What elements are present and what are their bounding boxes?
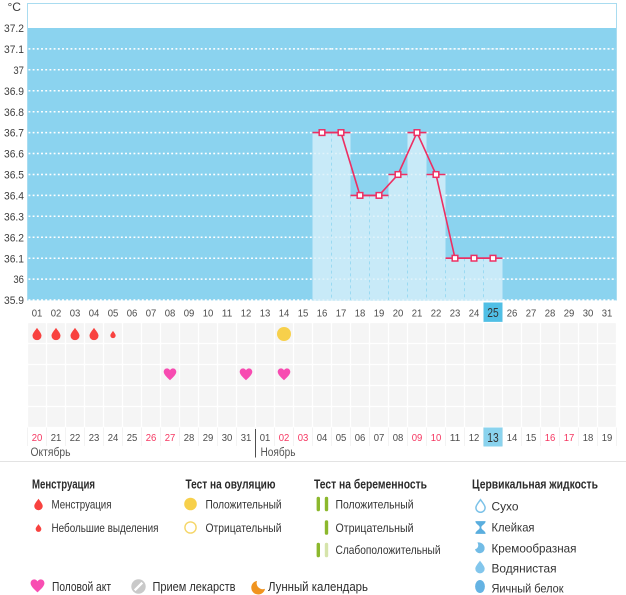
svg-text:23: 23 [450, 307, 461, 319]
svg-text:Клейкая: Клейкая [492, 521, 535, 535]
svg-text:31: 31 [602, 307, 613, 319]
svg-text:36.3: 36.3 [4, 211, 24, 223]
svg-text:03: 03 [70, 307, 81, 319]
svg-text:28: 28 [184, 432, 195, 444]
svg-text:30: 30 [583, 307, 594, 319]
svg-text:22: 22 [431, 307, 442, 319]
svg-text:19: 19 [374, 307, 385, 319]
svg-text:17: 17 [564, 432, 575, 444]
svg-text:36.8: 36.8 [4, 107, 24, 119]
svg-text:Прием лекарств: Прием лекарств [153, 580, 236, 594]
svg-text:09: 09 [184, 307, 195, 319]
svg-text:23: 23 [89, 432, 100, 444]
svg-text:15: 15 [526, 432, 537, 444]
svg-text:Лунный календарь: Лунный календарь [268, 580, 368, 594]
svg-text:07: 07 [146, 307, 157, 319]
svg-text:11: 11 [450, 432, 461, 444]
svg-text:Ноябрь: Ноябрь [261, 447, 296, 459]
svg-text:Отрицательный: Отрицательный [206, 521, 282, 535]
svg-text:24: 24 [108, 432, 119, 444]
svg-text:21: 21 [412, 307, 423, 319]
svg-text:26: 26 [146, 432, 157, 444]
svg-text:27: 27 [526, 307, 537, 319]
svg-text:02: 02 [51, 307, 62, 319]
svg-text:Яичный белок: Яичный белок [492, 582, 565, 595]
svg-text:24: 24 [469, 307, 480, 319]
svg-text:36.2: 36.2 [4, 232, 24, 244]
svg-text:Сухо: Сухо [492, 500, 519, 514]
svg-text:Октябрь: Октябрь [31, 447, 71, 459]
svg-text:16: 16 [317, 307, 328, 319]
svg-text:29: 29 [564, 307, 575, 319]
svg-text:06: 06 [355, 432, 366, 444]
svg-text:10: 10 [431, 432, 442, 444]
svg-text:35.9: 35.9 [4, 295, 24, 307]
svg-text:36.4: 36.4 [4, 191, 24, 203]
svg-text:09: 09 [412, 432, 423, 444]
svg-text:36.6: 36.6 [4, 149, 24, 161]
svg-text:10: 10 [203, 307, 214, 319]
svg-text:Половой акт: Половой акт [52, 580, 111, 594]
svg-text:31: 31 [241, 432, 252, 444]
svg-text:15: 15 [298, 307, 309, 319]
svg-text:18: 18 [355, 307, 366, 319]
svg-text:08: 08 [393, 432, 404, 444]
svg-text:25: 25 [487, 306, 498, 320]
svg-text:06: 06 [127, 307, 138, 319]
svg-text:36.5: 36.5 [4, 170, 24, 182]
svg-text:18: 18 [583, 432, 594, 444]
svg-text:04: 04 [89, 307, 100, 319]
svg-text:37.1: 37.1 [4, 44, 24, 56]
svg-text:22: 22 [70, 432, 81, 444]
svg-text:27: 27 [165, 432, 176, 444]
svg-text:02: 02 [279, 432, 290, 444]
svg-text:37: 37 [13, 65, 24, 77]
svg-text:Тест на беременность: Тест на беременность [314, 478, 427, 492]
svg-text:11: 11 [222, 307, 233, 319]
svg-text:07: 07 [374, 432, 385, 444]
svg-text:04: 04 [317, 432, 328, 444]
svg-text:08: 08 [165, 307, 176, 319]
svg-text:Небольшие выделения: Небольшие выделения [52, 521, 159, 535]
svg-text:36.9: 36.9 [4, 86, 24, 98]
svg-text:21: 21 [51, 432, 62, 444]
svg-text:30: 30 [222, 432, 233, 444]
svg-text:Цервикальная жидкость: Цервикальная жидкость [472, 478, 598, 492]
svg-text:16: 16 [545, 432, 556, 444]
svg-text:01: 01 [260, 432, 271, 444]
svg-text:Кремообразная: Кремообразная [492, 542, 577, 556]
svg-text:36.7: 36.7 [4, 128, 24, 140]
svg-text:25: 25 [127, 432, 138, 444]
svg-text:Водянистая: Водянистая [492, 562, 557, 576]
svg-text:36: 36 [13, 274, 24, 286]
svg-text:14: 14 [507, 432, 518, 444]
svg-text:05: 05 [108, 307, 119, 319]
svg-text:Положительный: Положительный [336, 498, 414, 512]
svg-text:19: 19 [602, 432, 613, 444]
svg-text:17: 17 [336, 307, 347, 319]
svg-text:01: 01 [32, 307, 43, 319]
svg-text:03: 03 [298, 432, 309, 444]
svg-text:14: 14 [279, 307, 290, 319]
svg-text:13: 13 [260, 307, 271, 319]
svg-text:13: 13 [487, 431, 498, 445]
svg-text:Менструация: Менструация [32, 478, 95, 492]
svg-text:Менструация: Менструация [52, 498, 112, 512]
svg-text:26: 26 [507, 307, 518, 319]
svg-text:°C: °C [8, 2, 22, 14]
svg-text:Слабоположительный: Слабоположительный [336, 543, 441, 557]
svg-text:28: 28 [545, 307, 556, 319]
svg-text:29: 29 [203, 432, 214, 444]
svg-text:Тест на овуляцию: Тест на овуляцию [186, 478, 276, 492]
svg-text:36.1: 36.1 [4, 253, 24, 265]
svg-text:12: 12 [469, 432, 480, 444]
svg-text:Положительный: Положительный [206, 498, 282, 512]
svg-text:05: 05 [336, 432, 347, 444]
svg-text:Отрицательный: Отрицательный [336, 521, 414, 535]
svg-text:20: 20 [393, 307, 404, 319]
svg-text:20: 20 [32, 432, 43, 444]
svg-text:12: 12 [241, 307, 252, 319]
svg-text:37.2: 37.2 [4, 23, 24, 35]
